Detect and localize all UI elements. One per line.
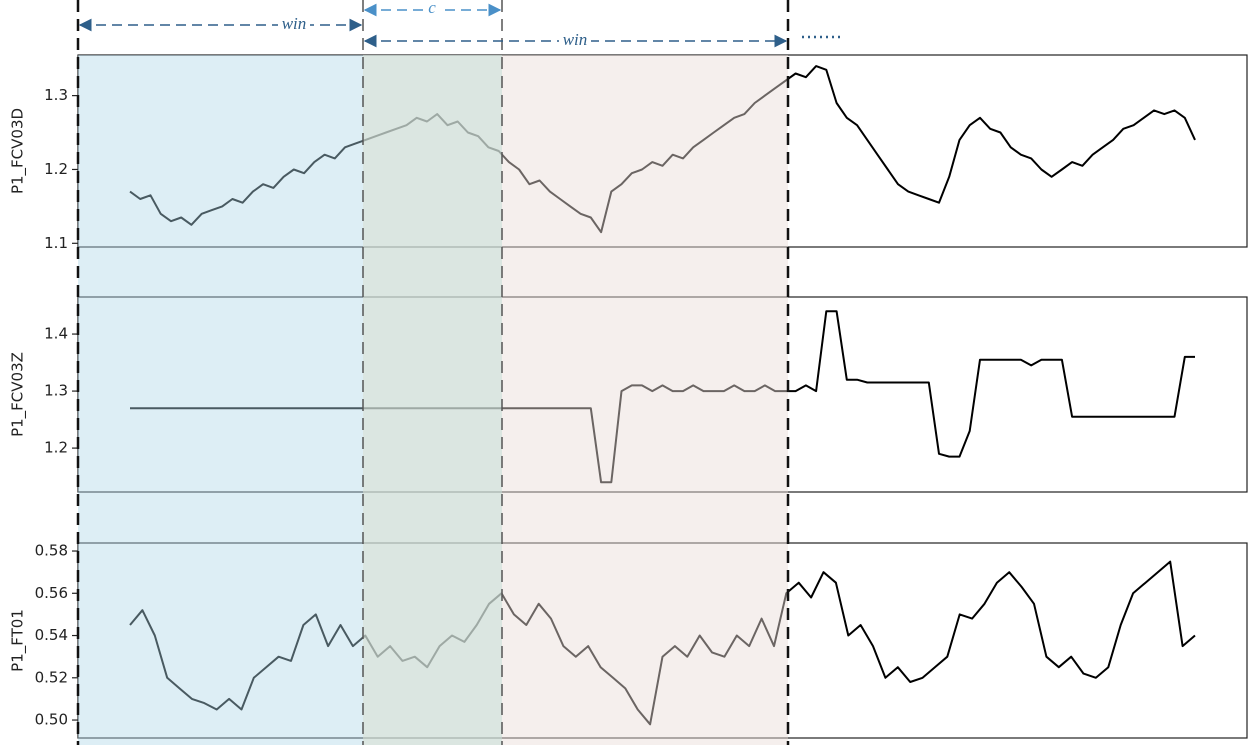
y-tick-label: 1.3 <box>44 86 68 104</box>
data-line <box>130 310 1195 484</box>
region-overlays <box>78 55 788 745</box>
annotation: win <box>563 30 588 49</box>
data-line <box>129 65 1196 234</box>
annotation-labels: win c win <box>278 0 591 50</box>
plot-frame <box>77 296 1248 493</box>
annotation-arrows <box>78 3 840 48</box>
y-tick-label: 1.2 <box>44 439 68 457</box>
boundaries <box>76 0 790 745</box>
label-bg <box>424 2 440 18</box>
y-axis-label: P1_FCV03Z <box>9 352 28 437</box>
plots: 1.1 1.2 1.3 P1_FCV03D 1.2 1.3 1.4 P1_FCV03Z 0.50… <box>9 54 1248 739</box>
y-tick-label: 0.54 <box>35 626 68 644</box>
overlap-region <box>363 55 502 745</box>
y-tick-label: 0.50 <box>35 711 68 729</box>
plot-frame <box>77 54 1248 248</box>
y-tick-label: 1.3 <box>44 382 68 400</box>
y-tick-label: 0.52 <box>35 668 68 686</box>
data-line <box>129 560 1196 726</box>
plot-frame <box>77 542 1248 739</box>
annotation: win <box>282 14 307 33</box>
label-bg <box>278 16 310 34</box>
y-tick-label: 0.56 <box>35 584 68 602</box>
label-bg <box>559 32 591 50</box>
y-tick-label: 1.2 <box>44 160 68 178</box>
y-tick-label: 0.58 <box>35 542 68 560</box>
annotation: c <box>428 0 436 17</box>
y-tick-label: 1.4 <box>44 325 68 343</box>
y-axis-label: P1_FT01 <box>9 609 28 672</box>
y-tick-label: 1.1 <box>44 234 68 252</box>
window-region <box>78 55 363 745</box>
next-window-region <box>502 55 788 745</box>
y-axis-label: P1_FCV03D <box>9 108 28 194</box>
